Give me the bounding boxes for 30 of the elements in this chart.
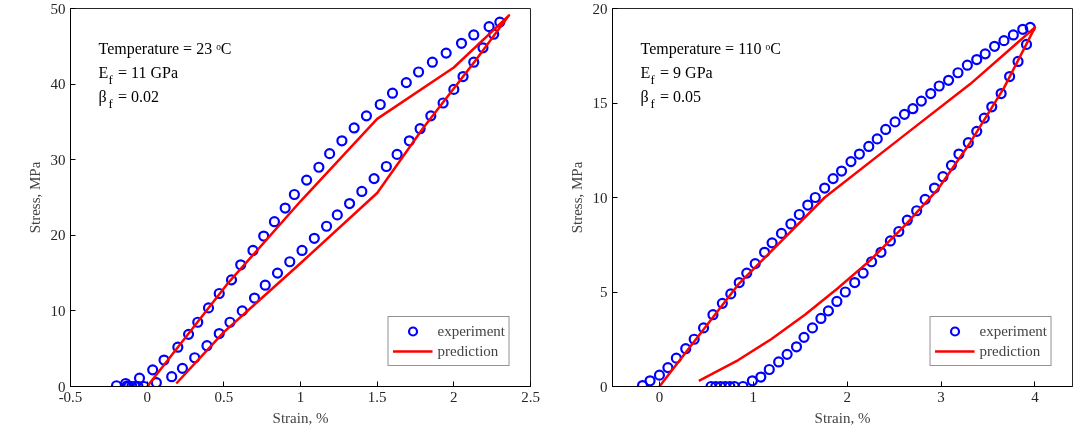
x-tick-label: 1 (296, 388, 305, 405)
y-axis-title: Stress, MPa (568, 161, 585, 234)
annotation: Temperature = 110 ᵒC (640, 39, 781, 58)
y-axis-title: Stress, MPa (26, 161, 43, 234)
x-tick-label: 4 (1031, 388, 1040, 405)
x-tick-label: 2.5 (521, 388, 540, 405)
y-tick-label: 40 (50, 76, 66, 93)
x-axis-title: Strain, % (272, 409, 329, 426)
y-tick-label: 10 (50, 302, 66, 319)
legend-label: experiment (437, 322, 505, 340)
y-tick-label: 20 (50, 227, 66, 244)
x-tick-label: 2 (450, 388, 458, 405)
x-tick-label: 2 (843, 388, 851, 405)
legend-label: prediction (979, 342, 1041, 360)
x-axis-title: Strain, % (814, 409, 871, 426)
x-tick-label: 1 (749, 388, 758, 405)
x-tick-label: 0 (655, 388, 664, 405)
y-tick-label: 15 (592, 95, 608, 111)
x-tick-label: 3 (937, 388, 945, 405)
y-tick-label: 50 (50, 0, 66, 17)
y-tick-label: 20 (592, 0, 608, 17)
legend-label: prediction (437, 342, 499, 360)
y-tick-label: 10 (592, 189, 608, 206)
x-tick-label: 1.5 (367, 388, 387, 405)
x-tick-label: 0.5 (214, 388, 234, 405)
legend-label: experiment (979, 322, 1047, 340)
annotation: Temperature = 23 ᵒC (98, 39, 232, 58)
y-tick-label: 5 (600, 284, 608, 300)
y-tick-label: 30 (50, 151, 66, 168)
x-tick-label: 0 (143, 388, 151, 405)
